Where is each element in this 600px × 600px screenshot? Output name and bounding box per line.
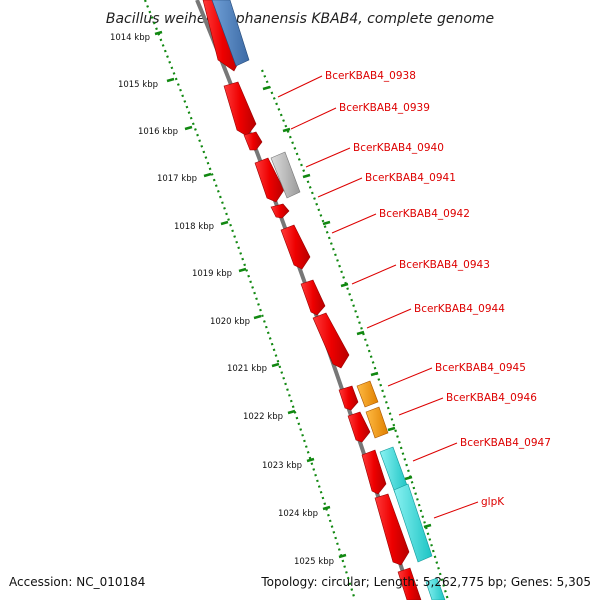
tick-label: 1017 kbp (157, 174, 197, 184)
cds-feature (223, 81, 257, 137)
gene-label: BcerKBAB4_0946 (446, 392, 537, 404)
tick-label: 1014 kbp (110, 33, 150, 43)
tick-labels: 1014 kbp 1015 kbp 1016 kbp 1017 kbp 1018… (110, 33, 334, 567)
gene-label: BcerKBAB4_0940 (353, 142, 444, 154)
gene-label: glpK (481, 496, 505, 508)
gene-label: BcerKBAB4_0943 (399, 259, 490, 271)
cds-feature (270, 203, 290, 219)
gray-feature (270, 151, 301, 199)
outer-ring-ticks (262, 85, 432, 529)
gene-label: BcerKBAB4_0938 (325, 70, 416, 82)
orange-feature (356, 380, 379, 408)
tick-label: 1025 kbp (294, 557, 334, 567)
gene-label: BcerKBAB4_0947 (460, 437, 551, 449)
leader-lines (277, 75, 479, 519)
genome-summary-text: Topology: circular; Length: 5,262,775 bp… (260, 575, 591, 589)
gene-label: BcerKBAB4_0944 (414, 303, 505, 315)
cds-feature (243, 131, 263, 151)
other-features (211, 0, 446, 600)
cyan-feature (425, 577, 446, 600)
tick-label: 1015 kbp (118, 80, 158, 90)
tick-label: 1022 kbp (243, 412, 283, 422)
orange-feature (365, 406, 389, 439)
tick-label: 1023 kbp (262, 461, 302, 471)
scale-ring-outer (260, 69, 450, 600)
tick-label: 1018 kbp (174, 222, 214, 232)
map-title: Bacillus weihenstephanensis KBAB4, compl… (106, 11, 494, 27)
gene-labels: BcerKBAB4_0938 BcerKBAB4_0939 BcerKBAB4_… (325, 70, 551, 508)
cds-feature (374, 493, 410, 566)
tick-label: 1016 kbp (138, 127, 178, 137)
cyan-feature (393, 483, 433, 563)
cds-feature (338, 385, 359, 411)
cds-feature (300, 279, 326, 316)
gene-label: BcerKBAB4_0942 (379, 208, 470, 220)
cds-feature (361, 449, 387, 495)
blue-feature (211, 0, 250, 67)
cds-feature (254, 157, 285, 203)
tick-label: 1024 kbp (278, 509, 318, 519)
cds-feature (280, 224, 311, 270)
tick-label: 1021 kbp (227, 364, 267, 374)
cds-feature (397, 567, 422, 600)
tick-label: 1019 kbp (192, 269, 232, 279)
cds-feature (347, 411, 371, 443)
scale-ticks (154, 30, 347, 559)
cds-feature (312, 312, 350, 369)
accession-text: Accession: NC_010184 (9, 575, 145, 589)
gene-label: BcerKBAB4_0941 (365, 172, 456, 184)
gene-label: BcerKBAB4_0945 (435, 362, 526, 374)
tick-label: 1020 kbp (210, 317, 250, 327)
gene-label: BcerKBAB4_0939 (339, 102, 430, 114)
